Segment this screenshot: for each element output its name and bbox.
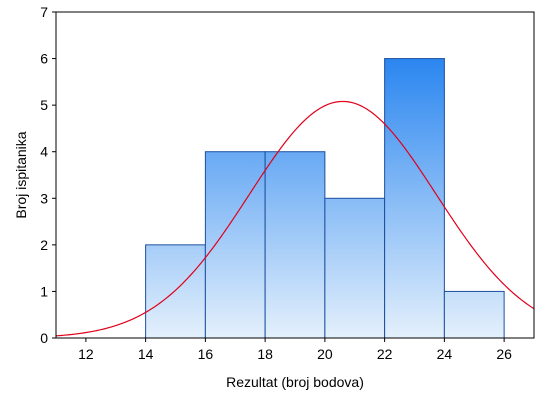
y-tick-label: 7 xyxy=(40,4,48,20)
histogram-bars xyxy=(145,58,505,339)
x-tick-label: 16 xyxy=(198,346,214,362)
y-tick-label: 6 xyxy=(40,51,48,67)
y-tick-label: 5 xyxy=(40,97,48,113)
y-tick-label: 1 xyxy=(40,283,48,299)
plot-frame xyxy=(55,11,535,339)
x-tick-label: 26 xyxy=(496,346,512,362)
x-tick-label: 12 xyxy=(78,346,94,362)
x-tick-label: 24 xyxy=(437,346,453,362)
x-axis-title: Rezultat (broj bodova) xyxy=(226,374,364,390)
y-tick-label: 4 xyxy=(40,144,48,160)
histogram-bar xyxy=(204,151,266,339)
x-tick-label: 20 xyxy=(317,346,333,362)
normal-curve xyxy=(55,100,535,337)
histogram-bar xyxy=(443,290,505,339)
y-tick-label: 0 xyxy=(40,330,48,346)
y-tick-label: 2 xyxy=(40,237,48,253)
x-tick-label: 18 xyxy=(257,346,273,362)
histogram-bar xyxy=(264,151,326,339)
histogram-bar xyxy=(324,197,386,339)
histogram-bar xyxy=(145,244,206,339)
x-tick-label: 14 xyxy=(138,346,154,362)
y-tick-label: 3 xyxy=(40,190,48,206)
y-axis-title: Broj ispitanika xyxy=(13,131,29,218)
x-tick-label: 22 xyxy=(377,346,393,362)
histogram-bar xyxy=(384,58,445,339)
